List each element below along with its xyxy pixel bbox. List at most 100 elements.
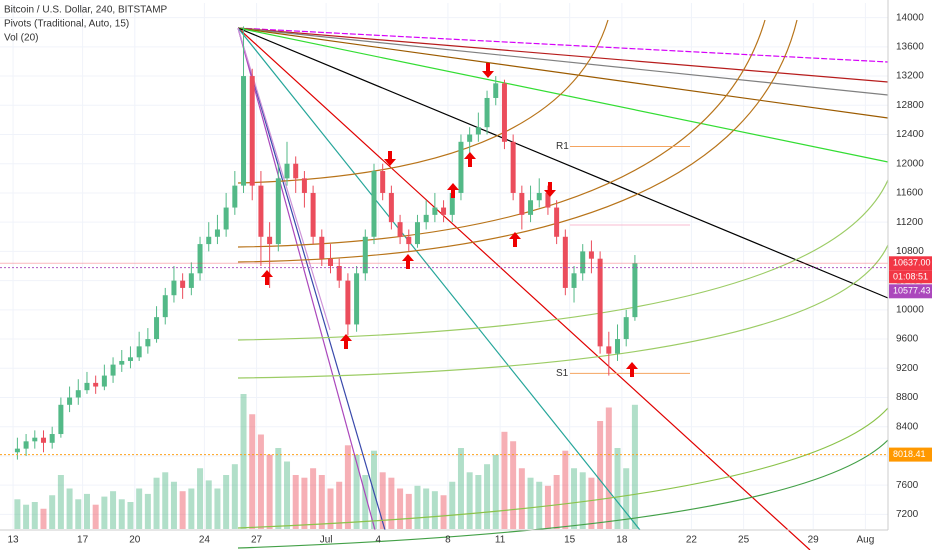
y-tick-label: 14000 <box>896 12 924 23</box>
volume-bar <box>223 475 230 529</box>
candle-body <box>501 83 507 142</box>
volume-bar <box>266 454 273 529</box>
candle-body <box>301 178 307 193</box>
candle-body <box>310 192 316 237</box>
countdown: 01:08:51 <box>893 272 928 282</box>
up-arrow <box>340 334 352 349</box>
volume-bar <box>14 499 21 529</box>
candle-body <box>241 76 247 186</box>
fan-line <box>237 27 811 550</box>
drawings <box>237 19 889 550</box>
candle-body <box>336 266 342 281</box>
price-tag-label: 10637.00 <box>893 258 931 268</box>
x-tick-label: 18 <box>616 535 628 546</box>
x-tick-label: 25 <box>738 535 750 546</box>
up-arrow <box>509 232 521 247</box>
volume-bar <box>631 404 638 529</box>
volume-bar <box>144 493 151 529</box>
y-tick-label: 8800 <box>896 392 919 403</box>
volume-bar <box>544 485 551 529</box>
candle-body <box>606 346 612 354</box>
candle-body <box>441 207 447 215</box>
x-tick-label: Aug <box>856 535 874 546</box>
x-tick-label: 8 <box>445 535 451 546</box>
candle-body <box>171 280 177 296</box>
candle-body <box>284 163 290 179</box>
candle-body <box>319 236 325 259</box>
indicator-label: Pivots (Traditional, Auto, 15) <box>4 19 129 30</box>
y-tick-label: 13600 <box>896 41 924 52</box>
volume-bar <box>240 394 247 529</box>
volume-bar <box>83 493 90 529</box>
volume-bar <box>57 475 64 529</box>
volume-bar <box>362 475 369 529</box>
candle-body <box>545 192 551 208</box>
volume-bar <box>92 504 99 529</box>
volume-bar <box>597 421 604 529</box>
volume-bar <box>23 504 30 529</box>
y-tick-label: 11600 <box>896 188 924 199</box>
fib-arc <box>237 407 889 529</box>
volume-bar <box>405 493 412 529</box>
x-tick-label: 20 <box>129 535 141 546</box>
volume-pane <box>14 394 638 529</box>
volume-bar <box>257 434 264 529</box>
y-tick-label: 12000 <box>896 158 924 169</box>
candle-body <box>67 397 73 405</box>
volume-bar <box>414 485 421 529</box>
candle-body <box>484 97 490 128</box>
indicator-label: Vol (20) <box>4 33 38 44</box>
pivot-label: S1 <box>556 368 569 379</box>
volume-bar <box>327 488 334 529</box>
candle-body <box>206 236 212 245</box>
volume-bar <box>153 477 160 529</box>
candle-body <box>467 134 473 142</box>
volume-bar <box>231 464 238 529</box>
volume-bar <box>353 454 360 529</box>
candle-body <box>197 244 203 274</box>
volume-bar <box>31 502 38 529</box>
volume-bar <box>431 491 438 529</box>
candle-body <box>127 357 133 361</box>
fib-arc <box>237 439 889 549</box>
volume-bar <box>170 481 177 529</box>
grid <box>0 3 888 529</box>
candle-body <box>293 163 299 179</box>
volume-bar <box>275 448 282 529</box>
volume-bar <box>188 488 195 529</box>
fan-line <box>237 27 386 531</box>
fib-arc <box>237 244 889 379</box>
chart-title: Bitcoin / U.S. Dollar, 240, BITSTAMP <box>4 5 168 16</box>
volume-bar <box>101 496 108 529</box>
fan-line <box>237 27 889 83</box>
axes: 1400013600132001280012400120001160011200… <box>7 12 932 546</box>
fib-arc <box>237 19 766 248</box>
candles: R1 S1 <box>0 26 888 460</box>
price-tag <box>889 447 932 462</box>
volume-bar <box>379 472 386 529</box>
volume-bar <box>284 461 291 529</box>
volume-bar <box>118 499 125 529</box>
candle-body <box>571 273 577 288</box>
candle-body <box>188 273 194 288</box>
candle-body <box>458 141 464 193</box>
volume-bar <box>553 475 560 529</box>
y-tick-label: 9600 <box>896 334 919 345</box>
y-tick-label: 9200 <box>896 363 919 374</box>
up-arrow <box>447 183 459 198</box>
candle-body <box>615 339 621 354</box>
candle-body <box>110 364 116 376</box>
down-arrow <box>384 151 396 166</box>
candle-body <box>371 171 377 237</box>
x-tick-label: 22 <box>686 535 698 546</box>
candle-body <box>528 200 534 215</box>
x-tick-label: 27 <box>251 535 263 546</box>
y-tick-label: 10800 <box>896 246 924 257</box>
x-tick-label: 11 <box>495 535 506 546</box>
volume-bar <box>336 481 343 529</box>
volume-bar <box>205 480 212 529</box>
down-arrow <box>482 63 494 78</box>
candle-body <box>84 382 90 391</box>
volume-bar <box>136 488 143 529</box>
up-arrow <box>261 270 273 285</box>
